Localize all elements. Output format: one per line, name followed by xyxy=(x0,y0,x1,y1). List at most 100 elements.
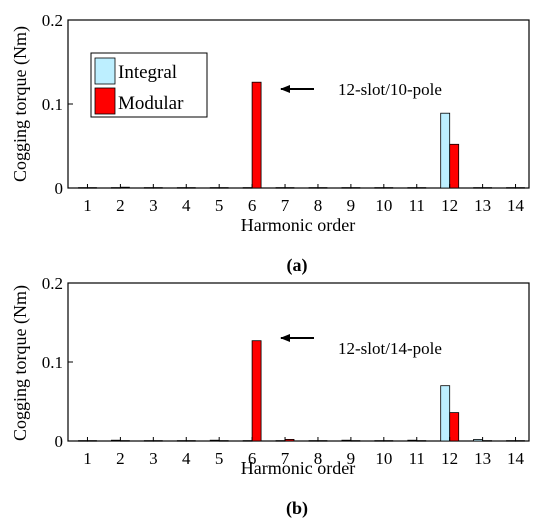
y-tick-label: 0 xyxy=(55,179,64,198)
x-tick-label: 14 xyxy=(507,196,525,215)
x-tick-label: 3 xyxy=(149,449,158,468)
x-tick-label: 1 xyxy=(83,196,92,215)
bar-integral-7 xyxy=(275,187,286,189)
legend-swatch-integral xyxy=(94,57,116,85)
bar-modular-8 xyxy=(317,187,328,189)
x-tick-label: 11 xyxy=(409,449,425,468)
y-tick-label: 0 xyxy=(55,432,64,451)
bar-integral-10 xyxy=(374,187,385,189)
bar-integral-6 xyxy=(242,187,253,189)
bars-a xyxy=(78,81,525,189)
bar-integral-3 xyxy=(143,187,154,189)
legend-swatch-modular xyxy=(94,87,116,115)
bar-modular-6 xyxy=(251,81,262,189)
bar-integral-8 xyxy=(308,440,319,442)
annotation-text-b: 12-slot/14-pole xyxy=(338,339,442,358)
x-tick-label: 6 xyxy=(248,449,257,468)
bar-integral-14 xyxy=(506,440,516,442)
bar-modular-4 xyxy=(185,440,196,442)
bar-modular-8 xyxy=(317,440,328,442)
bar-integral-12 xyxy=(440,112,451,189)
panel-label-b: (b) xyxy=(286,498,308,519)
bar-integral-13 xyxy=(473,187,484,189)
bar-integral-1 xyxy=(78,440,88,442)
bar-modular-10 xyxy=(383,440,394,442)
x-tick-label: 8 xyxy=(314,449,323,468)
xlabel-a: Harmonic order xyxy=(241,215,355,235)
y-tick-label: 0.1 xyxy=(42,353,63,372)
annotation-b: 12-slot/14-pole xyxy=(280,334,442,358)
bar-integral-4 xyxy=(176,440,187,442)
x-tick-label: 7 xyxy=(281,196,290,215)
bar-integral-2 xyxy=(111,439,121,442)
bar-modular-2 xyxy=(120,440,130,442)
bar-integral-7 xyxy=(275,440,286,442)
bar-modular-3 xyxy=(152,187,163,189)
x-tick-label: 12 xyxy=(441,196,458,215)
y-tick-label: 0.2 xyxy=(42,11,63,30)
x-tick-label: 14 xyxy=(507,449,525,468)
bar-modular-13 xyxy=(482,440,493,442)
x-tick-label: 6 xyxy=(248,196,257,215)
bar-modular-13 xyxy=(482,187,493,189)
bar-modular-1 xyxy=(87,440,97,442)
bar-modular-14 xyxy=(515,187,525,189)
bar-modular-10 xyxy=(383,187,394,189)
x-tick-label: 4 xyxy=(182,449,191,468)
bar-modular-5 xyxy=(218,440,229,442)
bar-modular-9 xyxy=(350,440,361,442)
x-tick-label: 11 xyxy=(409,196,425,215)
bar-integral-11 xyxy=(407,187,418,189)
legend-label-integral: Integral xyxy=(118,62,177,83)
bar-integral-1 xyxy=(78,187,88,189)
bar-modular-11 xyxy=(416,187,427,189)
x-tick-label: 8 xyxy=(314,196,323,215)
x-tick-label: 13 xyxy=(474,449,491,468)
bar-integral-13 xyxy=(473,438,484,442)
x-tick-label: 1 xyxy=(83,449,92,468)
bar-integral-4 xyxy=(176,187,187,189)
plot-frame-b xyxy=(67,282,530,442)
x-tick-label: 9 xyxy=(347,449,356,468)
bar-integral-5 xyxy=(209,439,220,442)
bar-modular-7 xyxy=(284,187,295,189)
bar-modular-12 xyxy=(449,412,460,442)
x-tick-label: 7 xyxy=(281,449,290,468)
x-tick-label: 10 xyxy=(375,449,392,468)
bar-integral-11 xyxy=(407,439,418,442)
bar-modular-12 xyxy=(449,143,460,189)
x-tick-label: 12 xyxy=(441,449,458,468)
bars-b xyxy=(78,340,525,442)
y-tick-label: 0.1 xyxy=(42,95,63,114)
x-tick-label: 2 xyxy=(116,196,125,215)
annotation-a: 12-slot/10-pole xyxy=(280,80,442,99)
bar-modular-7 xyxy=(284,438,295,442)
ylabel-a: Cogging torque (Nm) xyxy=(10,26,31,182)
bar-modular-9 xyxy=(350,187,361,189)
bar-integral-10 xyxy=(374,440,385,442)
x-tick-label: 2 xyxy=(116,449,125,468)
bar-modular-3 xyxy=(152,440,163,442)
bar-integral-12 xyxy=(440,385,451,442)
bar-modular-2 xyxy=(120,186,130,189)
bar-integral-8 xyxy=(308,187,319,189)
bar-modular-11 xyxy=(416,440,427,442)
bar-integral-9 xyxy=(341,439,352,442)
bar-integral-2 xyxy=(111,187,121,189)
ylabel-b: Cogging torque (Nm) xyxy=(10,285,31,441)
x-tick-label: 5 xyxy=(215,196,224,215)
panel-label-a: (a) xyxy=(287,255,308,276)
legend-a: Integral Modular xyxy=(90,52,208,118)
bar-integral-9 xyxy=(341,187,352,189)
bar-integral-6 xyxy=(242,440,253,442)
x-tick-label: 13 xyxy=(474,196,491,215)
x-tick-label: 10 xyxy=(375,196,392,215)
bar-modular-4 xyxy=(185,187,196,189)
xlabel-b: Harmonic order xyxy=(241,458,355,478)
bar-integral-3 xyxy=(143,440,154,442)
bar-modular-1 xyxy=(87,187,97,189)
